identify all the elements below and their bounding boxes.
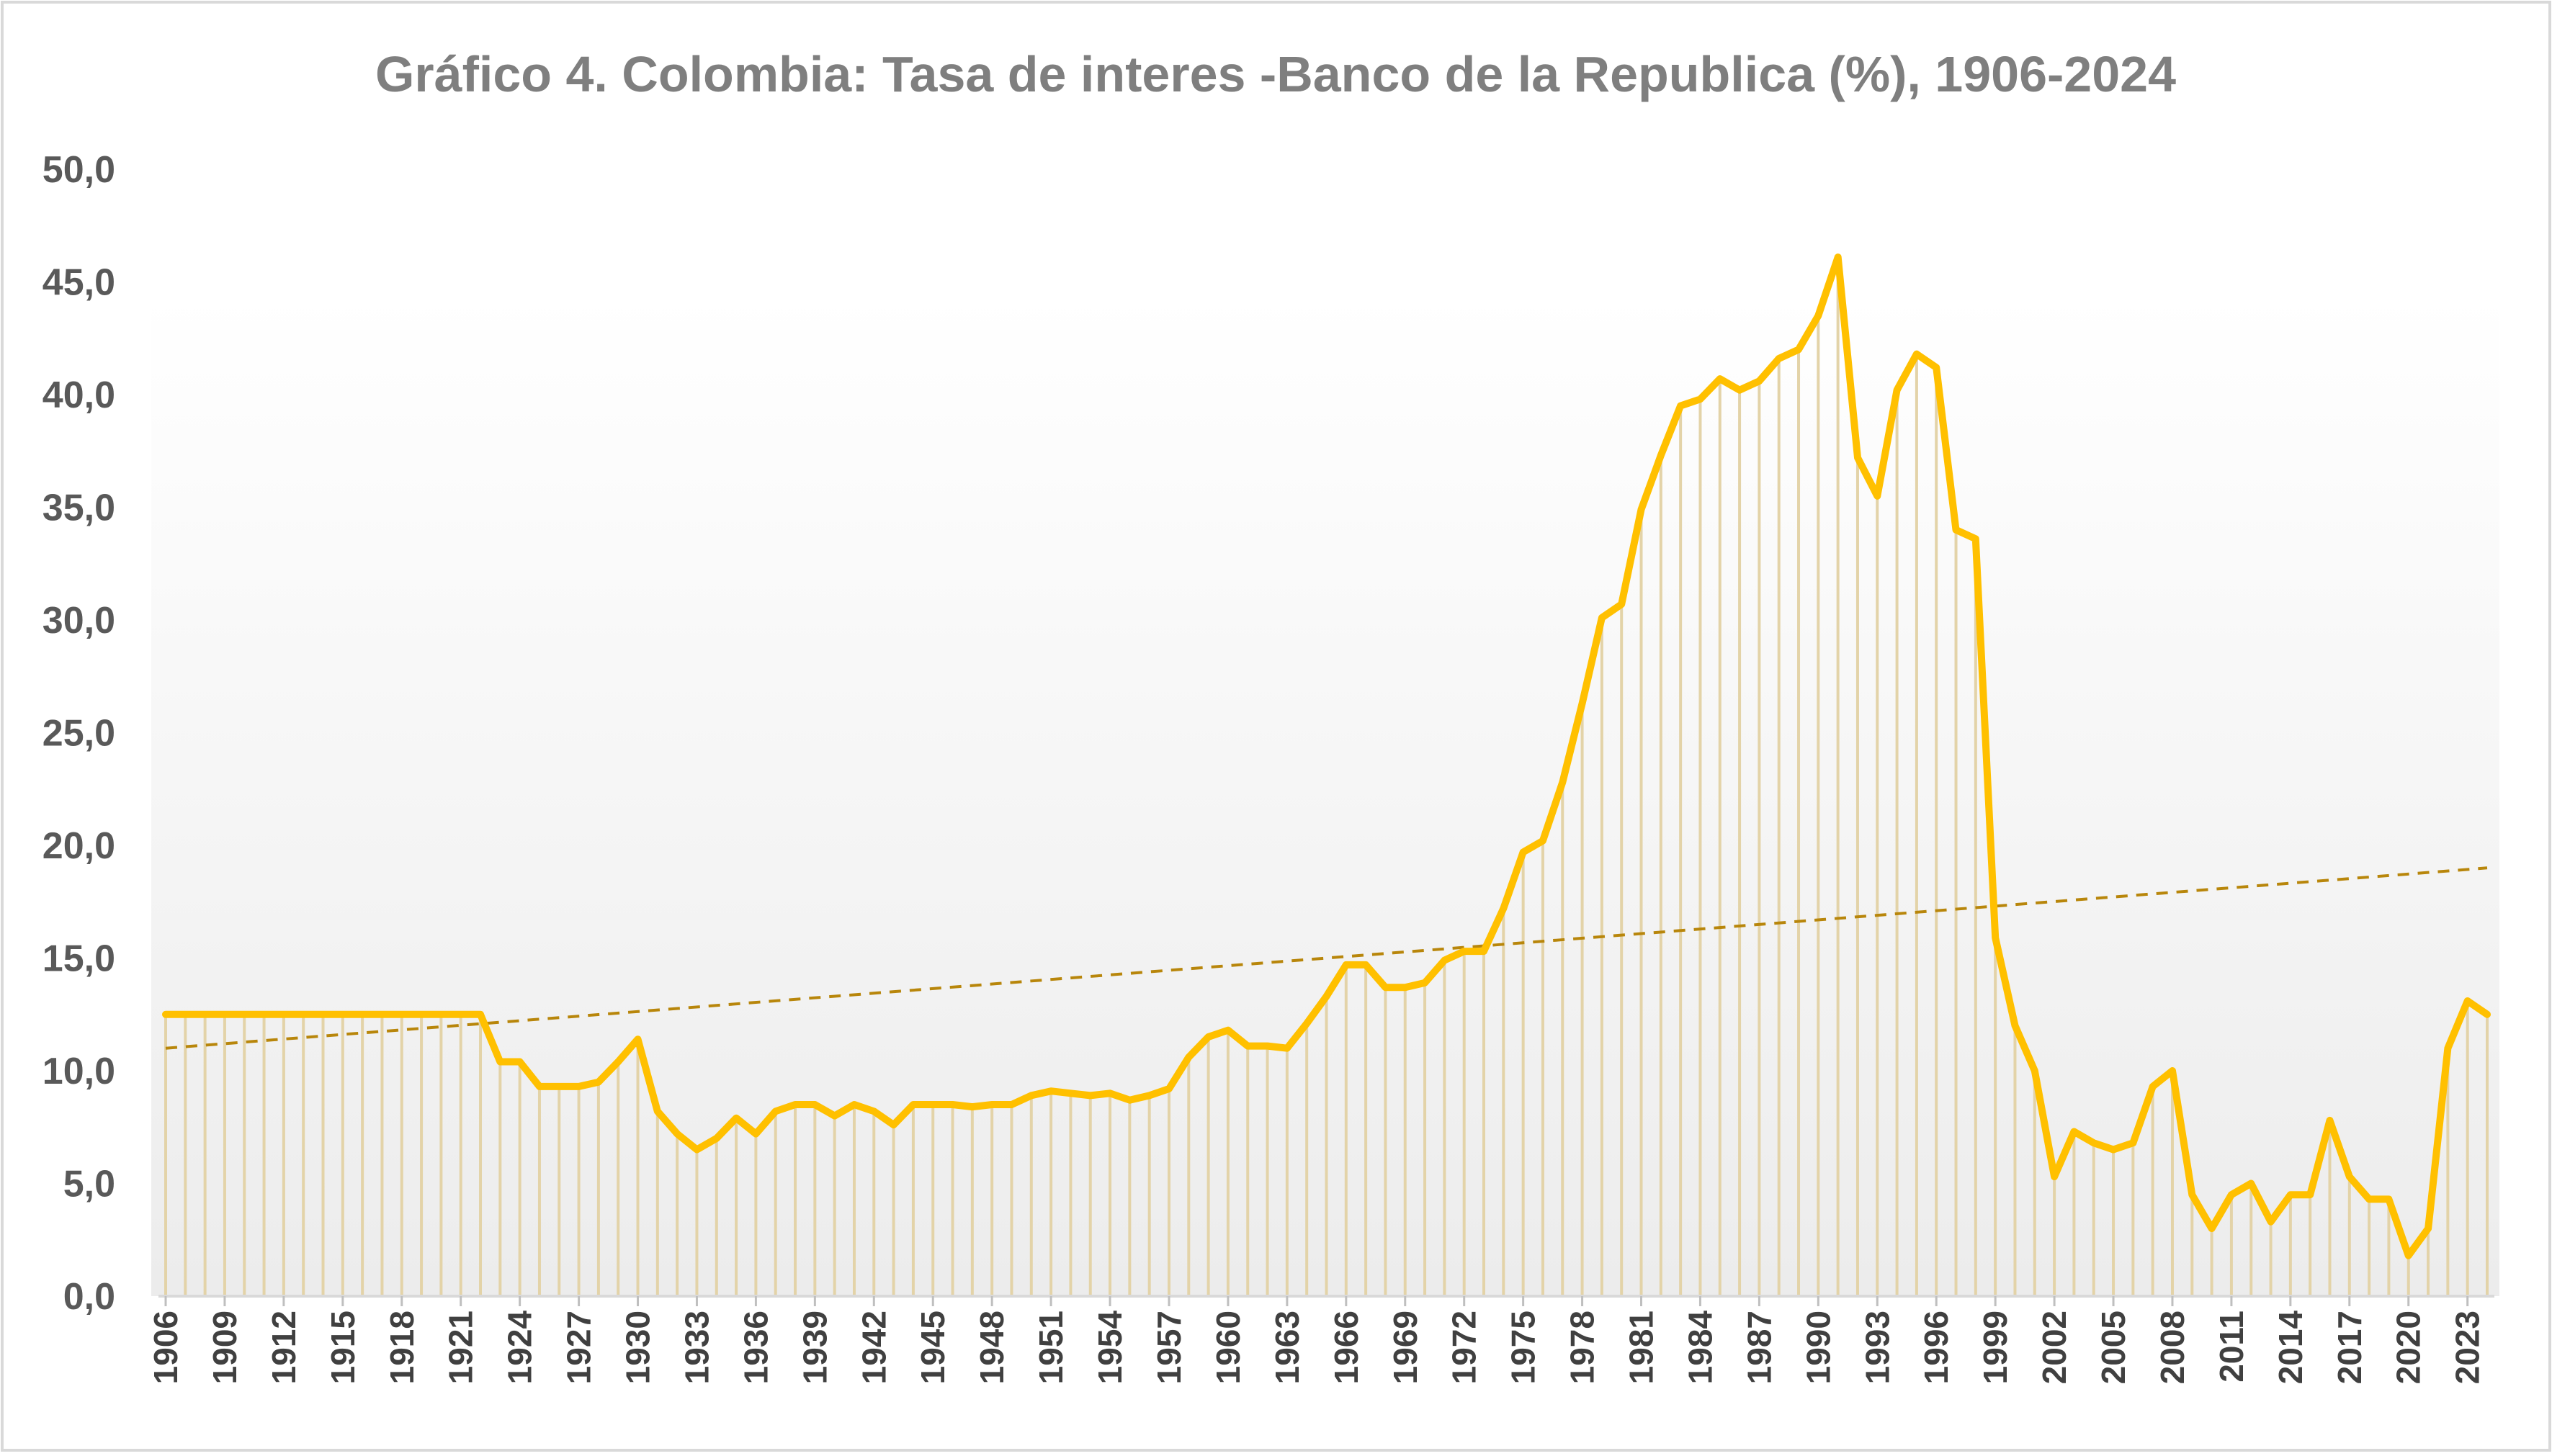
y-tick-label: 10,0 xyxy=(42,1051,115,1092)
x-tick-label: 1939 xyxy=(796,1311,833,1384)
x-tick-label: 1996 xyxy=(1917,1311,1955,1384)
x-tick-label: 1933 xyxy=(678,1311,715,1384)
y-tick-label: 20,0 xyxy=(42,825,115,867)
x-tick-label: 1921 xyxy=(442,1311,480,1384)
x-tick-label: 1957 xyxy=(1150,1311,1188,1384)
y-axis: 0,0 5,0 10,0 15,0 20,0 25,0 30,0 35,0 40,0 45,0 50… xyxy=(42,149,115,1318)
x-tick-label: 1912 xyxy=(265,1311,303,1384)
x-tick-label: 1972 xyxy=(1446,1311,1483,1384)
x-tick-label: 2014 xyxy=(2272,1311,2309,1385)
x-axis: 1906 1909 1912 1915 1918 1921 1924 1927 1930 1933… xyxy=(147,1296,2486,1384)
y-tick-label: 50,0 xyxy=(42,149,115,191)
x-tick-label: 1993 xyxy=(1858,1311,1896,1384)
x-tick-label: 2011 xyxy=(2213,1311,2250,1383)
x-tick-label: 2020 xyxy=(2390,1311,2427,1384)
y-tick-label: 35,0 xyxy=(42,487,115,529)
x-tick-label: 1909 xyxy=(206,1311,243,1384)
x-tick-label: 1990 xyxy=(1799,1311,1837,1384)
series-line-interest-rate xyxy=(162,253,2491,1259)
x-tick-label: 1984 xyxy=(1681,1311,1719,1385)
x-tick-label: 1987 xyxy=(1740,1311,1778,1384)
x-tick-label: 1930 xyxy=(619,1311,657,1384)
x-tick-label: 1999 xyxy=(1976,1311,2014,1384)
x-tick-label: 2023 xyxy=(2449,1311,2486,1384)
x-tick-label: 1918 xyxy=(383,1311,421,1384)
x-tick-label: 2017 xyxy=(2331,1311,2368,1384)
x-tick-label: 1963 xyxy=(1268,1311,1306,1384)
x-tick-label: 1960 xyxy=(1209,1311,1247,1384)
x-tick-label: 1981 xyxy=(1623,1311,1660,1384)
x-tick-label: 1927 xyxy=(560,1311,598,1384)
y-tick-label: 30,0 xyxy=(42,600,115,642)
x-tick-label: 2002 xyxy=(2036,1311,2073,1384)
y-tick-label: 15,0 xyxy=(42,938,115,980)
x-tick-label: 1954 xyxy=(1091,1311,1129,1385)
x-tick-label: 1945 xyxy=(914,1311,952,1384)
trendline xyxy=(165,866,2488,1050)
x-tick-label: 1978 xyxy=(1564,1311,1601,1384)
y-tick-label: 25,0 xyxy=(42,713,115,755)
x-tick-label: 1951 xyxy=(1032,1311,1070,1384)
y-tick-label: 0,0 xyxy=(63,1276,115,1318)
y-tick-label: 40,0 xyxy=(42,374,115,416)
y-tick-label: 45,0 xyxy=(42,262,115,304)
x-tick-label: 1906 xyxy=(147,1311,184,1384)
x-tick-label: 1915 xyxy=(324,1311,362,1384)
x-tick-label: 2005 xyxy=(2095,1311,2132,1384)
chart-title: Gráfico 4. Colombia: Tasa de interes -Ba… xyxy=(375,46,2176,102)
x-tick-label: 1975 xyxy=(1505,1311,1542,1384)
drop-lines xyxy=(164,257,2489,1296)
x-tick-label: 2008 xyxy=(2154,1311,2191,1384)
y-tick-label: 5,0 xyxy=(63,1164,115,1205)
x-tick-label: 1966 xyxy=(1328,1311,1365,1384)
x-tick-label: 1948 xyxy=(973,1311,1011,1384)
x-tick-label: 1924 xyxy=(501,1311,539,1385)
x-tick-label: 1969 xyxy=(1387,1311,1424,1384)
x-tick-label: 1936 xyxy=(737,1311,774,1384)
x-tick-label: 1942 xyxy=(855,1311,892,1384)
